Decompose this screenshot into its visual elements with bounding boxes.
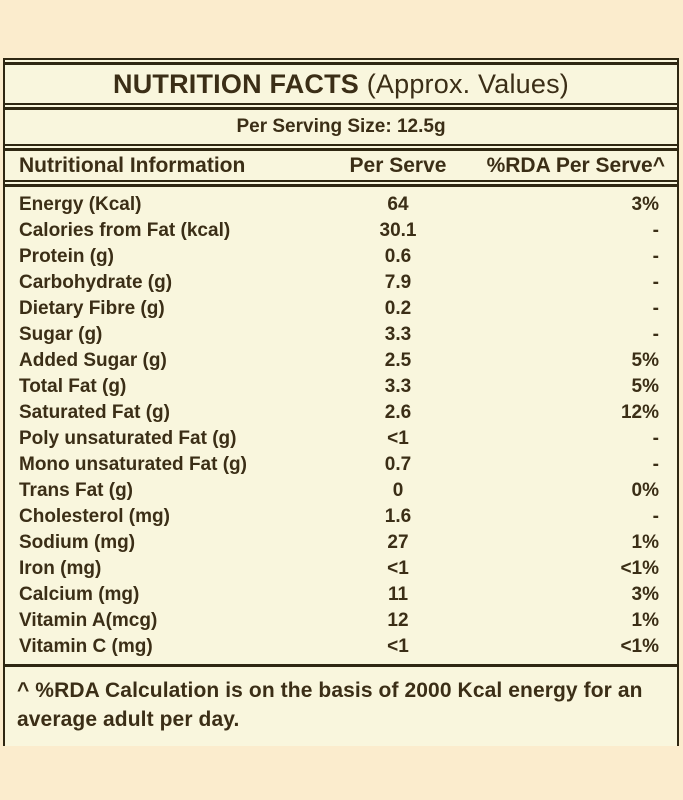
nutrient-name: Poly unsaturated Fat (g): [19, 428, 237, 449]
table-row: Calories from Fat (kcal) 30.1 -: [5, 218, 677, 244]
per-serve-value: 0: [392, 480, 404, 501]
rule-above-footnote: [5, 664, 677, 667]
rda-value: -: [652, 324, 659, 345]
table-row: Iron (mg) <1 <1%: [5, 556, 677, 582]
per-serve-value: 7.9: [384, 272, 412, 293]
nutrient-name: Iron (mg): [19, 558, 102, 579]
nutrient-name: Sugar (g): [19, 324, 103, 345]
nutrient-name: Vitamin A(mcg): [19, 610, 158, 631]
rda-value: -: [652, 506, 659, 527]
table-row: Added Sugar (g) 2.5 5%: [5, 348, 677, 374]
per-serve-value: 3.3: [384, 324, 412, 345]
rda-value: 3%: [631, 584, 659, 605]
per-serve-value: 0.2: [384, 298, 412, 319]
rda-value: <1%: [620, 558, 659, 579]
per-serve-value: 2.6: [384, 402, 412, 423]
table-row: Protein (g) 0.6 -: [5, 244, 677, 270]
rule-under-serving: [5, 144, 677, 151]
rule-under-header: [5, 180, 677, 187]
table-row: Calcium (mg) 11 3%: [5, 582, 677, 608]
table-row: Energy (Kcal) 64 3%: [5, 192, 677, 218]
table-row: Vitamin A(mcg) 12 1%: [5, 608, 677, 634]
nutrient-name: Mono unsaturated Fat (g): [19, 454, 247, 475]
rda-value: -: [652, 454, 659, 475]
table-row: Sodium (mg) 27 1%: [5, 530, 677, 556]
label-title-main: NUTRITION FACTS: [113, 68, 359, 99]
rda-value: -: [652, 272, 659, 293]
table-row: Poly unsaturated Fat (g) <1 -: [5, 426, 677, 452]
label-title: NUTRITION FACTS (Approx. Values): [5, 65, 677, 103]
nutrient-name: Vitamin C (mg): [19, 636, 153, 657]
table-row: Total Fat (g) 3.3 5%: [5, 374, 677, 400]
table-row: Saturated Fat (g) 2.6 12%: [5, 400, 677, 426]
per-serve-value: 30.1: [379, 220, 417, 241]
rda-value: 3%: [631, 194, 659, 215]
rda-value: -: [652, 428, 659, 449]
table-row: Sugar (g) 3.3 -: [5, 322, 677, 348]
per-serve-value: 2.5: [384, 350, 412, 371]
header-nutrient: Nutritional Information: [19, 153, 246, 177]
rda-footnote: ^ %RDA Calculation is on the basis of 20…: [17, 679, 643, 731]
nutrient-name: Dietary Fibre (g): [19, 298, 165, 319]
nutrition-panel: NUTRITION FACTS (Approx. Values) Per Ser…: [3, 58, 679, 746]
rda-value: 0%: [631, 480, 659, 501]
rule-top: [5, 58, 677, 65]
header-per-serve: Per Serve: [349, 153, 447, 177]
per-serve-value: 11: [387, 584, 409, 605]
nutrient-name: Carbohydrate (g): [19, 272, 173, 293]
nutrient-name: Trans Fat (g): [19, 480, 134, 501]
table-row: Cholesterol (mg) 1.6 -: [5, 504, 677, 530]
per-serve-value: 64: [387, 194, 409, 215]
rda-value: -: [652, 298, 659, 319]
table-header-row: Nutritional Information Per Serve %RDA P…: [5, 151, 677, 180]
rda-value: <1%: [620, 636, 659, 657]
table-row: Mono unsaturated Fat (g) 0.7 -: [5, 452, 677, 478]
per-serve-value: 12: [387, 610, 409, 631]
per-serve-value: 1.6: [384, 506, 412, 527]
rda-value: 12%: [620, 402, 659, 423]
nutrient-name: Protein (g): [19, 246, 114, 267]
label-title-sub: (Approx. Values): [359, 68, 569, 99]
nutrient-name: Calcium (mg): [19, 584, 140, 605]
per-serve-value: <1: [387, 428, 409, 449]
nutrient-name: Added Sugar (g): [19, 350, 167, 371]
nutrient-name: Saturated Fat (g): [19, 402, 170, 423]
per-serve-value: 27: [387, 532, 409, 553]
per-serve-value: 0.6: [384, 246, 412, 267]
per-serve-value: 0.7: [384, 454, 412, 475]
table-row: Trans Fat (g) 0 0%: [5, 478, 677, 504]
table-row: Dietary Fibre (g) 0.2 -: [5, 296, 677, 322]
nutrient-name: Total Fat (g): [19, 376, 127, 397]
rule-under-title: [5, 103, 677, 110]
nutrient-name: Calories from Fat (kcal): [19, 220, 231, 241]
nutrition-table-rows: Energy (Kcal) 64 3% Calories from Fat (k…: [5, 187, 677, 664]
rda-value: -: [652, 220, 659, 241]
rda-value: 5%: [631, 350, 659, 371]
table-row: Vitamin C (mg) <1 <1%: [5, 634, 677, 660]
rda-value: 5%: [631, 376, 659, 397]
rda-value: 1%: [631, 532, 659, 553]
nutrient-name: Sodium (mg): [19, 532, 136, 553]
nutrient-name: Cholesterol (mg): [19, 506, 170, 527]
header-rda: %RDA Per Serve^: [486, 153, 665, 177]
serving-size-line: Per Serving Size: 12.5g: [236, 116, 446, 137]
rda-value: 1%: [631, 610, 659, 631]
nutrient-name: Energy (Kcal): [19, 194, 142, 215]
per-serve-value: 3.3: [384, 376, 412, 397]
rda-value: -: [652, 246, 659, 267]
per-serve-value: <1: [387, 558, 409, 579]
per-serve-value: <1: [387, 636, 409, 657]
table-row: Carbohydrate (g) 7.9 -: [5, 270, 677, 296]
